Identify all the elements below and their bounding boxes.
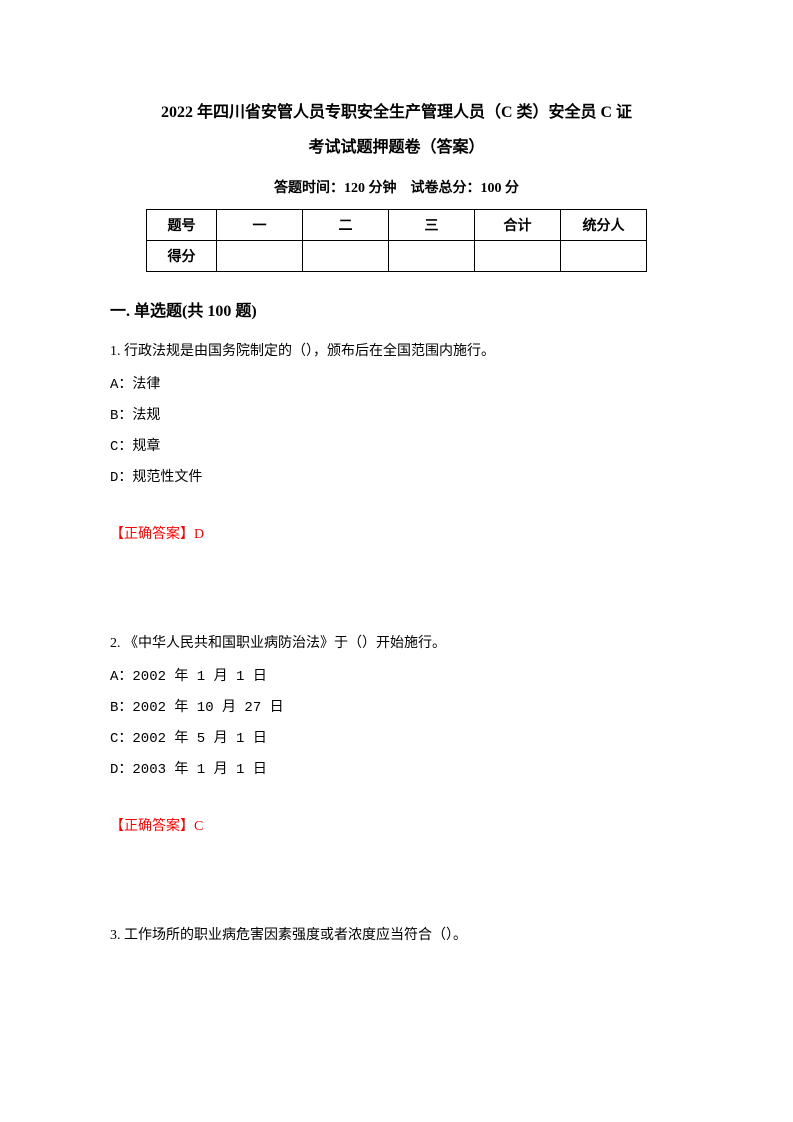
option-b: B：2002 年 10 月 27 日 [110, 693, 683, 724]
header-cell: 题号 [147, 210, 217, 241]
table-header-row: 题号 一 二 三 合计 统分人 [147, 210, 647, 241]
header-cell: 二 [303, 210, 389, 241]
question-number: 2. [110, 636, 121, 651]
score-cell [561, 241, 647, 272]
header-cell: 合计 [475, 210, 561, 241]
answer-2: 【正确答案】C [110, 813, 683, 841]
option-c: C：规章 [110, 432, 683, 463]
question-2: 2. 《中华人民共和国职业病防治法》于（）开始施行。 A：2002 年 1 月 … [110, 629, 683, 841]
exam-info: 答题时间：120 分钟 试卷总分：100 分 [110, 177, 683, 197]
question-stem: 《中华人民共和国职业病防治法》于（）开始施行。 [124, 636, 446, 651]
score-cell [303, 241, 389, 272]
question-stem: 行政法规是由国务院制定的（），颁布后在全国范围内施行。 [124, 344, 495, 359]
question-3: 3. 工作场所的职业病危害因素强度或者浓度应当符合（）。 [110, 921, 683, 952]
question-text: 3. 工作场所的职业病危害因素强度或者浓度应当符合（）。 [110, 921, 683, 952]
table-score-row: 得分 [147, 241, 647, 272]
header-cell: 一 [217, 210, 303, 241]
option-a: A：法律 [110, 370, 683, 401]
score-table: 题号 一 二 三 合计 统分人 得分 [146, 209, 647, 272]
exam-title-line1: 2022 年四川省安管人员专职安全生产管理人员（C 类）安全员 C 证 [110, 95, 683, 130]
answer-value: D [194, 527, 204, 542]
score-cell [475, 241, 561, 272]
answer-1: 【正确答案】D [110, 521, 683, 549]
header-cell: 统分人 [561, 210, 647, 241]
option-d: D：规范性文件 [110, 463, 683, 494]
question-stem: 工作场所的职业病危害因素强度或者浓度应当符合（）。 [124, 928, 467, 943]
option-a: A：2002 年 1 月 1 日 [110, 662, 683, 693]
question-text: 1. 行政法规是由国务院制定的（），颁布后在全国范围内施行。 [110, 337, 683, 368]
option-c: C：2002 年 5 月 1 日 [110, 724, 683, 755]
option-b: B：法规 [110, 401, 683, 432]
answer-label: 【正确答案】 [110, 527, 194, 542]
answer-label: 【正确答案】 [110, 819, 194, 834]
section-title: 一. 单选题(共 100 题) [110, 297, 683, 321]
question-1: 1. 行政法规是由国务院制定的（），颁布后在全国范围内施行。 A：法律 B：法规… [110, 337, 683, 549]
answer-value: C [194, 819, 203, 834]
score-label-cell: 得分 [147, 241, 217, 272]
question-number: 3. [110, 928, 121, 943]
score-cell [217, 241, 303, 272]
score-cell [389, 241, 475, 272]
exam-title-line2: 考试试题押题卷（答案） [110, 130, 683, 165]
question-number: 1. [110, 344, 121, 359]
option-d: D：2003 年 1 月 1 日 [110, 755, 683, 786]
header-cell: 三 [389, 210, 475, 241]
question-text: 2. 《中华人民共和国职业病防治法》于（）开始施行。 [110, 629, 683, 660]
